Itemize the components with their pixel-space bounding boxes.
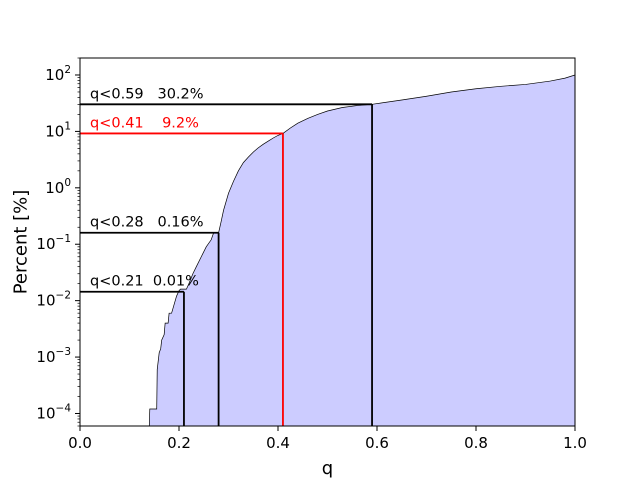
y-tick-label: 10−2 — [36, 290, 71, 310]
cumulative-area — [149, 74, 576, 426]
y-axis-label: Percent [%] — [10, 190, 31, 295]
y-tick-label: 10−1 — [36, 233, 71, 253]
x-tick-label: 0.2 — [167, 434, 191, 452]
plot-frame — [79, 57, 576, 427]
annotation-3: q<0.21 0.01% — [80, 274, 199, 426]
x-tick-label: 0.0 — [68, 434, 92, 452]
y-tick-label: 101 — [45, 120, 71, 140]
x-axis-ticks: 0.0 0.2 0.4 0.6 0.8 1.0 — [68, 426, 587, 452]
annotation-label: q<0.28 0.16% — [90, 215, 204, 231]
y-tick-label: 102 — [45, 64, 71, 84]
x-tick-label: 0.6 — [365, 434, 389, 452]
x-tick-label: 0.8 — [464, 434, 488, 452]
x-tick-label: 1.0 — [563, 434, 587, 452]
annotation-2: q<0.28 0.16% — [80, 215, 220, 426]
annotation-label: q<0.59 30.2% — [90, 86, 204, 102]
threshold-annotations: q<0.59 30.2% q<0.41 9.2% q<0.28 0.16% q<0.2… — [80, 86, 373, 426]
x-tick-label: 0.4 — [266, 434, 290, 452]
annotation-0: q<0.59 30.2% — [80, 86, 373, 426]
x-axis-label: q — [322, 458, 333, 479]
y-tick-label: 100 — [45, 177, 71, 197]
annotation-label: q<0.21 0.01% — [90, 274, 199, 290]
annotation-label: q<0.41 9.2% — [90, 115, 199, 131]
y-axis-ticks: 10−4 10−3 10−2 10−1 100 101 102 — [36, 57, 80, 427]
y-tick-label: 10−3 — [36, 346, 71, 366]
y-tick-label: 10−4 — [36, 402, 71, 422]
annotation-1: q<0.41 9.2% — [80, 115, 284, 426]
